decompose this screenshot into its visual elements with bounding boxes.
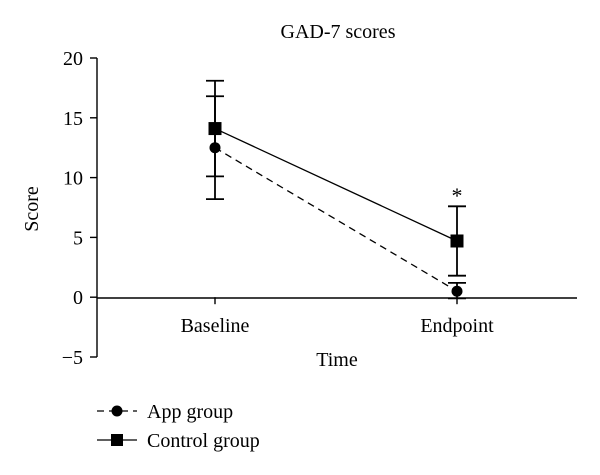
x-axis-label: Time [316,349,358,371]
y-tick-label: 5 [73,227,83,249]
y-tick-label: 0 [73,287,83,309]
x-tick-label: Endpoint [420,315,494,337]
data-point [208,122,222,136]
legend-control-marker-icon [111,434,123,446]
y-tick-label: 10 [63,168,83,190]
legend-item-app: App group [97,401,233,423]
y-tick-label: 15 [63,108,83,130]
legend-app-marker-icon [111,405,123,417]
y-tick-label: 20 [63,48,83,70]
annotation-layer: * [452,183,463,208]
series-line [214,127,458,242]
series-app [206,95,466,300]
y-tick-label: −5 [62,347,83,369]
series-control [206,79,466,277]
y-axis-label: Score [21,186,43,232]
data-point [450,234,464,248]
legend-item-control: Control group [97,430,260,452]
legend-app-label: App group [147,401,233,423]
significance-marker: * [452,183,463,208]
chart-title: GAD-7 scores [281,21,396,43]
legend-control-label: Control group [147,430,260,452]
x-ticks: Baseline Endpoint [181,297,494,337]
series-layer [206,79,466,300]
series-line [214,147,458,292]
x-tick-label: Baseline [181,315,250,337]
legend: App group Control group [97,401,260,452]
y-ticks: −5 0 5 10 15 20 [62,48,97,369]
data-point [451,285,463,297]
